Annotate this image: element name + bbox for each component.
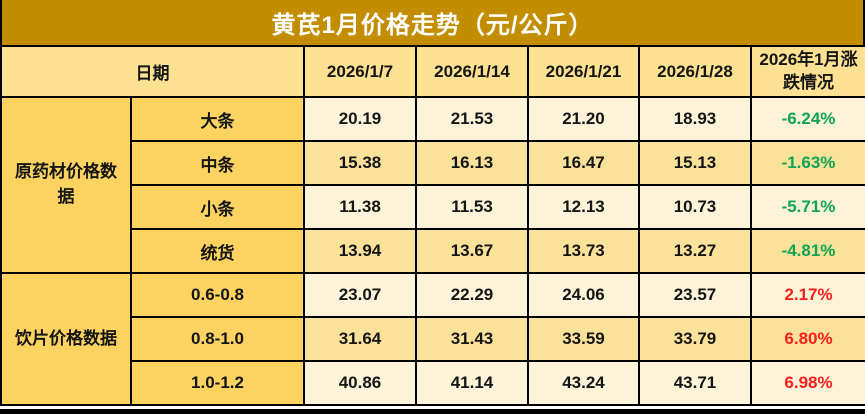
change-cell: -4.81% xyxy=(750,228,865,274)
table-row: 0.8-1.0 31.64 31.43 33.59 33.79 6.80% xyxy=(1,316,865,362)
date-header: 2026/1/28 xyxy=(638,45,752,98)
price-cell: 13.94 xyxy=(303,228,417,274)
page-title: 黄芪1月价格走势（元/公斤） xyxy=(0,0,865,45)
price-cell: 31.64 xyxy=(303,316,417,362)
table-row: 原药材价格数据 大条 20.19 21.53 21.20 18.93 -6.24… xyxy=(0,96,865,274)
price-cell: 18.93 xyxy=(638,96,752,142)
price-cell: 20.19 xyxy=(303,96,417,142)
spec-cell: 大条 xyxy=(130,96,305,142)
date-row-label: 日期 xyxy=(0,45,305,98)
price-cell: 33.79 xyxy=(638,316,752,362)
price-cell: 11.38 xyxy=(303,184,417,230)
price-cell: 13.73 xyxy=(527,228,640,274)
price-cell: 41.14 xyxy=(415,360,529,406)
price-cell: 43.71 xyxy=(638,360,752,406)
spec-cell: 小条 xyxy=(130,184,305,230)
change-cell: -6.24% xyxy=(750,96,865,142)
price-cell: 23.07 xyxy=(303,272,417,318)
price-cell: 23.57 xyxy=(638,272,752,318)
price-table: 日期 2026/1/7 2026/1/14 2026/1/21 2026/1/2… xyxy=(0,45,865,406)
price-cell: 15.13 xyxy=(638,140,752,186)
change-cell: 2.17% xyxy=(750,272,865,318)
change-header: 2026年1月涨跌情况 xyxy=(750,45,865,98)
change-cell: -5.71% xyxy=(750,184,865,230)
date-header: 2026/1/21 xyxy=(527,45,640,98)
price-cell: 13.67 xyxy=(415,228,529,274)
price-cell: 33.59 xyxy=(527,316,640,362)
table-row: 小条 11.38 11.53 12.13 10.73 -5.71% xyxy=(1,184,865,230)
change-cell: 6.98% xyxy=(750,360,865,406)
spec-cell: 0.6-0.8 xyxy=(130,272,305,318)
price-cell: 22.29 xyxy=(415,272,529,318)
change-cell: -1.63% xyxy=(750,140,865,186)
spec-cell: 统货 xyxy=(130,228,305,274)
price-cell: 21.20 xyxy=(527,96,640,142)
date-header: 2026/1/14 xyxy=(415,45,529,98)
group-cell-slices: 饮片价格数据 xyxy=(0,272,132,406)
price-cell: 10.73 xyxy=(638,184,752,230)
spec-cell: 1.0-1.2 xyxy=(130,360,305,406)
table-row: 统货 13.94 13.67 13.73 13.27 -4.81% xyxy=(1,228,865,274)
price-cell: 21.53 xyxy=(415,96,529,142)
table-row: 饮片价格数据 0.6-0.8 23.07 22.29 24.06 23.57 2… xyxy=(0,272,865,406)
table-row: 中条 15.38 16.13 16.47 15.13 -1.63% xyxy=(1,140,865,186)
price-cell: 11.53 xyxy=(415,184,529,230)
spec-cell: 中条 xyxy=(130,140,305,186)
price-cell: 31.43 xyxy=(415,316,529,362)
spec-cell: 0.8-1.0 xyxy=(130,316,305,362)
price-cell: 16.47 xyxy=(527,140,640,186)
price-cell: 12.13 xyxy=(527,184,640,230)
price-cell: 16.13 xyxy=(415,140,529,186)
price-cell: 40.86 xyxy=(303,360,417,406)
group-cell-raw-material: 原药材价格数据 xyxy=(0,96,132,274)
table-row: 1.0-1.2 40.86 41.14 43.24 43.71 6.98% xyxy=(1,360,865,406)
date-header: 2026/1/7 xyxy=(303,45,417,98)
price-cell: 24.06 xyxy=(527,272,640,318)
price-cell: 15.38 xyxy=(303,140,417,186)
change-cell: 6.80% xyxy=(750,316,865,362)
table-header-row: 日期 2026/1/7 2026/1/14 2026/1/21 2026/1/2… xyxy=(0,45,865,98)
price-cell: 43.24 xyxy=(527,360,640,406)
price-cell: 13.27 xyxy=(638,228,752,274)
